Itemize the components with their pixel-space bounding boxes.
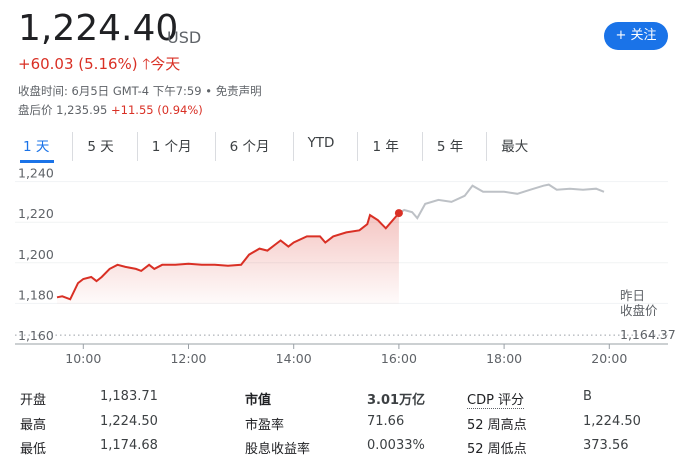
stat-label: CDP 评分 (467, 389, 525, 409)
after-hours-change: +11.55 (0.94%) (111, 103, 203, 117)
reference-text: 昨日 (620, 288, 645, 303)
stat-label-text: 最高 (20, 417, 47, 433)
stat-value: 0.0033% (367, 438, 425, 453)
stat-label-text: 开盘 (20, 393, 47, 408)
y-tick-label: 1,240 (18, 166, 54, 181)
follow-label: 关注 (630, 28, 657, 43)
stat-label: 市值 (245, 389, 271, 408)
area (57, 213, 399, 304)
stat-label: 股息收益率 (245, 438, 310, 457)
reference-text: 收盘价 (620, 303, 658, 318)
stat-label-text: 市值 (245, 393, 272, 408)
chart: 1,160 1,180 1,200 1,220 1,240 10:00 12:00 14:00… (15, 166, 676, 366)
stat-value: 373.56 (583, 438, 629, 453)
today: 今天 (150, 55, 181, 73)
after-hours-price: 1,235.95 (56, 103, 108, 117)
stat-label: 52 周高点 (467, 414, 527, 433)
close-info: 收盘时间: 6月5日 GMT-4 下午7:59 • 免责声明 (18, 84, 262, 98)
x-tick-label: 12:00 (170, 351, 206, 366)
stat-label-text: 52 周高点 (467, 417, 527, 433)
stat-label: 最低 (20, 438, 46, 457)
price-line (56, 212, 400, 301)
close-time: 收盘时间: 6月5日 GMT-4 下午7:59 (18, 84, 202, 98)
range-tabs: 1 天 5 天 1 个月 6 个月 YTD 1 年 5 年最大 (14, 132, 537, 163)
stat-label-text: 52 周低点 (467, 442, 527, 457)
y-tick-label: 1,180 (18, 287, 54, 302)
stat-label: 开盘 (20, 389, 46, 408)
price-line (398, 183, 605, 220)
range-tab[interactable]: 最大 (486, 132, 537, 161)
stat-label: 市盈率 (245, 414, 284, 433)
stat-value: 1,183.71 (100, 389, 158, 404)
price-change: +60.03 (5.16%) 🡑今天 (18, 53, 180, 79)
stat-label: 52 周低点 (467, 438, 527, 457)
x-tick-label: 16:00 (381, 351, 417, 366)
range-tab[interactable]: YTD (292, 132, 344, 161)
y-tick-label: 1,160 (18, 328, 54, 343)
stat-value: 1,174.68 (100, 438, 158, 453)
stat-label: 最高 (20, 414, 46, 433)
range-tab[interactable]: 5 年 (421, 132, 472, 161)
stat-label-text: 最低 (20, 442, 47, 457)
after-hours-label: 盘后价 (18, 103, 53, 117)
x-tick-label: 18:00 (486, 351, 522, 366)
x-tick-label: 14:00 (276, 351, 312, 366)
stat-value: B (583, 389, 592, 404)
stat-value: 1,224.50 (100, 413, 158, 429)
reference-value: 1,164.37 (620, 327, 676, 342)
stat-label-text: 市盈率 (245, 417, 285, 433)
stat-value: 71.66 (367, 413, 405, 429)
range-tab[interactable]: 6 个月 (214, 132, 279, 161)
x-tick-label: 10:00 (65, 351, 101, 366)
stat-value: 1,224.50 (583, 413, 641, 429)
stat-label-text: 股息收益率 (245, 442, 311, 457)
price: 1,224.40 (18, 8, 179, 49)
currency: USD (167, 28, 202, 47)
follow-button[interactable]: + 关注 (604, 22, 668, 50)
y-tick-label: 1,200 (18, 247, 54, 262)
x-tick-label: 20:00 (591, 351, 627, 366)
plus-icon: + (615, 28, 631, 43)
last-point (394, 209, 403, 218)
disclaimer[interactable]: 免责声明 (215, 84, 262, 98)
after-hours: 盘后价 1,235.95 +11.55 (0.94%) (18, 102, 203, 118)
range-tab[interactable]: 1 个月 (136, 132, 201, 161)
range-tab[interactable]: 5 天 (72, 132, 122, 161)
y-tick-label: 1,220 (18, 206, 54, 221)
range-tab[interactable]: 1 天 (14, 132, 58, 163)
change: +60.03 (5.16%) (18, 55, 138, 73)
range-tab[interactable]: 1 年 (357, 132, 407, 161)
stat-label-text: CDP 评分 (467, 393, 525, 409)
stat-value: 3.01万亿 (367, 393, 426, 408)
arrow: 🡑 (142, 55, 151, 73)
